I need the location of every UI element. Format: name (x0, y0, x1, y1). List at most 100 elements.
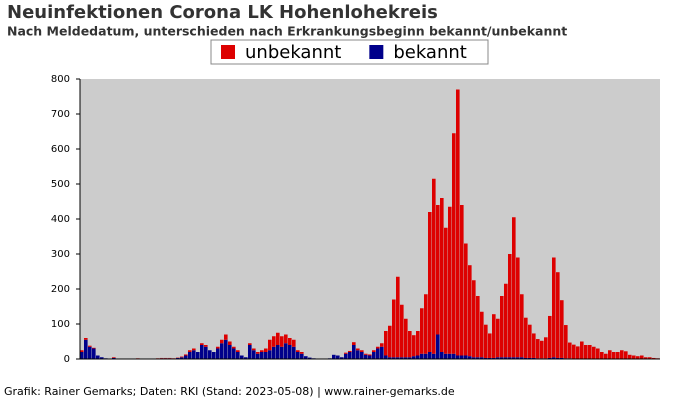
legend-label: unbekannt (245, 42, 341, 63)
bar-segment (88, 346, 92, 359)
legend-swatch (221, 45, 235, 59)
bar-segment (424, 294, 428, 354)
bar-segment (492, 357, 496, 359)
bar-segment (180, 356, 184, 358)
bar-segment (408, 331, 412, 358)
bar-segment (404, 318, 408, 358)
bar-segment (400, 304, 404, 358)
bar-segment (536, 339, 540, 359)
bar-segment (584, 345, 588, 359)
y-tick-label: 100 (51, 319, 70, 330)
bar-segment (452, 353, 456, 359)
bar-segment (504, 357, 508, 359)
bar-segment (476, 296, 480, 358)
y-tick-label: 800 (51, 74, 70, 85)
bar-segment (448, 206, 452, 354)
bar-segment (264, 352, 268, 359)
bar-segment (184, 355, 188, 359)
bar-segment (84, 339, 88, 359)
y-tick-label: 700 (51, 109, 70, 120)
bar-segment (244, 357, 248, 359)
bar-segment (352, 345, 356, 359)
bar-segment (356, 350, 360, 359)
bar-segment (472, 357, 476, 359)
bar-segment (204, 346, 208, 359)
bar-segment (628, 354, 632, 359)
bar-segment (560, 300, 564, 358)
bar-segment (200, 345, 204, 359)
bar-segment (648, 357, 652, 359)
bar-segment (236, 350, 240, 352)
bar-segment (220, 339, 224, 344)
bar-segment (636, 356, 640, 359)
bar-segment (188, 352, 192, 359)
bar-segment (288, 345, 292, 359)
bar-segment (508, 254, 512, 358)
bar-segment (520, 294, 524, 358)
bar-segment (388, 357, 392, 359)
bar-segment (188, 350, 192, 352)
bar-segment (176, 357, 180, 359)
bar-segment (372, 352, 376, 359)
bar-segment (352, 342, 356, 345)
bar-segment (376, 346, 380, 349)
bar-segment (640, 355, 644, 359)
bar-segment (464, 355, 468, 359)
bar-segment (516, 357, 520, 359)
bar-segment (412, 335, 416, 357)
bar-segment (396, 357, 400, 359)
y-tick-label: 400 (51, 214, 70, 225)
bar-segment (296, 350, 300, 352)
bar-segment (452, 133, 456, 354)
bar-segment (516, 257, 520, 358)
bar-segment (432, 353, 436, 359)
bar-segment (300, 353, 304, 359)
bar-segment (284, 334, 288, 344)
bar-segment (456, 355, 460, 359)
bar-segment (340, 357, 344, 359)
bar-segment (468, 356, 472, 359)
bar-segment (256, 353, 260, 359)
bar-segment (220, 343, 224, 359)
footer: Grafik: Rainer Gemarks; Daten: RKI (Stan… (4, 385, 455, 398)
bar-segment (284, 343, 288, 359)
bar-segment (492, 314, 496, 358)
y-tick-label: 300 (51, 249, 70, 260)
bar-segment (80, 352, 84, 359)
bar-segment (344, 352, 348, 354)
bar-segment (180, 357, 184, 359)
bar-segment (460, 205, 464, 356)
bar-segment (360, 352, 364, 359)
bar-segment (644, 357, 648, 359)
bar-segment (216, 346, 220, 349)
bar-segment (300, 352, 304, 354)
bar-segment (464, 243, 468, 356)
bar-segment (184, 354, 188, 356)
bar-segment (480, 357, 484, 359)
bar-segment (236, 352, 240, 359)
bar-segment (92, 347, 96, 349)
bar-segment (204, 345, 208, 347)
bar-segment (444, 227, 448, 354)
bar-segment (200, 343, 204, 345)
bar-segment (332, 354, 336, 359)
bar-segment (596, 348, 600, 359)
bar-segment (88, 345, 92, 347)
bar-segment (428, 212, 432, 352)
bar-segment (248, 343, 252, 345)
bar-segment (80, 350, 84, 352)
bar-segment (512, 217, 516, 358)
bar-segment (496, 318, 500, 358)
bar-segment (240, 355, 244, 359)
bar-segment (368, 354, 372, 356)
bar-segment (392, 357, 396, 359)
bar-segment (560, 357, 564, 359)
bar-segment (232, 346, 236, 349)
bar-segment (588, 345, 592, 359)
bar-segment (92, 348, 96, 359)
bar-segment (556, 357, 560, 359)
bar-segment (308, 357, 312, 359)
bar-segment (400, 357, 404, 359)
bar-segment (280, 336, 284, 347)
bar-segment (476, 357, 480, 359)
